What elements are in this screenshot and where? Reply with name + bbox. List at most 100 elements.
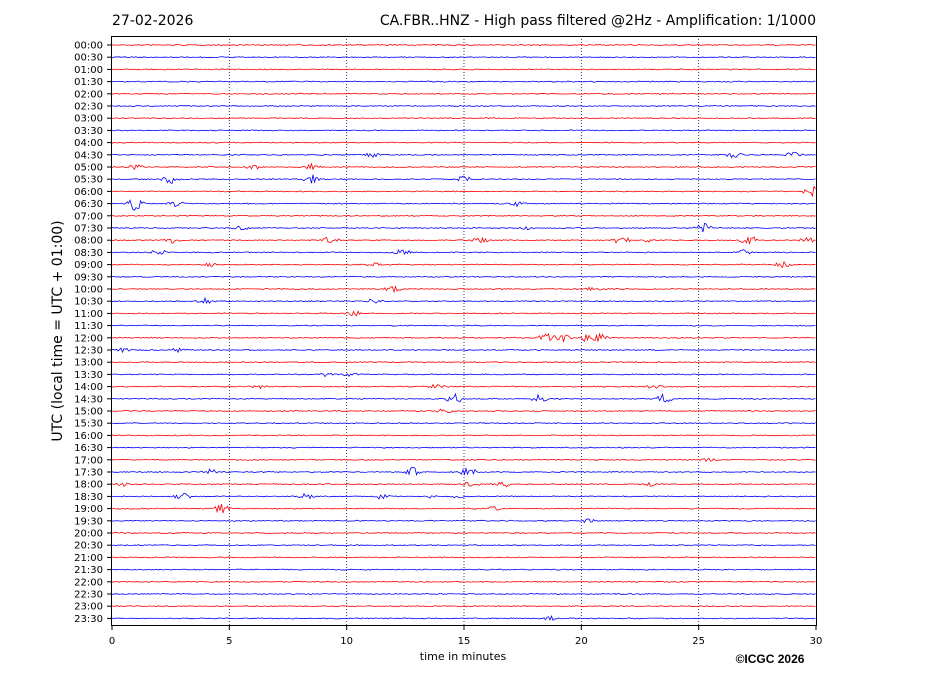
y-tick-label-2230: 22:30 bbox=[74, 590, 103, 601]
y-tick-label-0900: 09:00 bbox=[74, 260, 103, 271]
y-tick-label-2130: 21:30 bbox=[74, 565, 103, 576]
y-tick-label-0400: 04:00 bbox=[74, 138, 103, 149]
y-tick-label-0500: 05:00 bbox=[74, 163, 103, 174]
x-tick-label-5: 5 bbox=[226, 636, 232, 647]
trace-row-0700 bbox=[111, 214, 816, 217]
trace-row-0500 bbox=[111, 162, 816, 171]
trace-row-1400 bbox=[111, 383, 816, 390]
y-tick-label-0600: 06:00 bbox=[74, 187, 103, 198]
trace-row-0330 bbox=[111, 129, 816, 132]
trace-row-0130 bbox=[111, 80, 816, 83]
y-tick-label-0530: 05:30 bbox=[74, 175, 103, 186]
trace-row-2300 bbox=[111, 605, 816, 608]
trace-row-1530 bbox=[111, 422, 816, 425]
trace-row-0900 bbox=[111, 260, 816, 269]
trace-row-0530 bbox=[111, 174, 816, 185]
trace-row-1130 bbox=[111, 324, 816, 327]
trace-row-1630 bbox=[111, 446, 816, 449]
x-tick-label-25: 25 bbox=[692, 636, 705, 647]
y-tick-label-2200: 22:00 bbox=[74, 577, 103, 588]
trace-row-1100 bbox=[111, 310, 816, 317]
y-tick-label-2100: 21:00 bbox=[74, 553, 103, 564]
y-tick-label-1700: 17:00 bbox=[74, 455, 103, 466]
chart-title: CA.FBR..HNZ - High pass filtered @2Hz - … bbox=[380, 13, 816, 29]
y-tick-label-1530: 15:30 bbox=[74, 419, 103, 430]
y-tick-label-0630: 06:30 bbox=[74, 199, 103, 210]
trace-row-1830 bbox=[111, 492, 816, 500]
trace-row-1430 bbox=[111, 392, 816, 403]
plot-frame bbox=[111, 36, 817, 626]
y-tick-label-2330: 23:30 bbox=[74, 614, 103, 625]
copyright-credit: ©ICGC 2026 bbox=[736, 652, 805, 666]
trace-row-2030 bbox=[111, 544, 816, 547]
trace-row-1730 bbox=[111, 466, 816, 477]
trace-row-2200 bbox=[111, 580, 816, 583]
y-tick-label-0300: 03:00 bbox=[74, 114, 103, 125]
y-tick-label-0000: 00:00 bbox=[74, 41, 103, 52]
y-tick-label-0800: 08:00 bbox=[74, 236, 103, 247]
trace-row-2000 bbox=[111, 532, 816, 535]
y-tick-label-0700: 07:00 bbox=[74, 211, 103, 222]
trace-lines bbox=[111, 43, 816, 621]
trace-row-0200 bbox=[111, 92, 816, 95]
trace-row-0030 bbox=[111, 56, 816, 59]
y-tick-label-1230: 12:30 bbox=[74, 346, 103, 357]
trace-row-2330 bbox=[111, 615, 816, 621]
y-tick-label-0230: 02:30 bbox=[74, 102, 103, 113]
y-tick-label-1100: 11:00 bbox=[74, 309, 103, 320]
trace-row-0430 bbox=[111, 151, 816, 159]
trace-row-1030 bbox=[111, 296, 816, 305]
y-tick-label-1030: 10:30 bbox=[74, 297, 103, 308]
y-tick-label-1000: 10:00 bbox=[74, 285, 103, 296]
trace-row-1600 bbox=[111, 434, 816, 437]
x-tick-label-20: 20 bbox=[575, 636, 588, 647]
y-tick-label-0930: 09:30 bbox=[74, 272, 103, 283]
trace-row-0730 bbox=[111, 223, 816, 233]
y-tick-label-1800: 18:00 bbox=[74, 480, 103, 491]
trace-row-0600 bbox=[111, 185, 816, 198]
y-tick-label-0430: 04:30 bbox=[74, 150, 103, 161]
vertical-gridlines bbox=[228, 36, 700, 625]
trace-row-0400 bbox=[111, 141, 816, 144]
y-tick-label-1430: 14:30 bbox=[74, 394, 103, 405]
x-tick-label-15: 15 bbox=[458, 636, 471, 647]
x-tick-label-0: 0 bbox=[109, 636, 115, 647]
trace-row-0630 bbox=[111, 199, 816, 211]
trace-row-0100 bbox=[111, 68, 816, 71]
y-tick-label-2030: 20:30 bbox=[74, 541, 103, 552]
y-tick-label-1830: 18:30 bbox=[74, 492, 103, 503]
trace-row-1700 bbox=[111, 457, 816, 462]
y-tick-label-1300: 13:00 bbox=[74, 358, 103, 369]
x-tick-label-30: 30 bbox=[810, 636, 823, 647]
y-tick-label-0100: 01:00 bbox=[74, 65, 103, 76]
y-tick-label-1330: 13:30 bbox=[74, 370, 103, 381]
y-tick-label-1500: 15:00 bbox=[74, 407, 103, 418]
chart-date: 27-02-2026 bbox=[112, 13, 193, 29]
trace-row-0000 bbox=[111, 43, 816, 47]
y-axis-label: UTC (local time = UTC + 01:00) bbox=[50, 220, 66, 441]
y-tick-label-2300: 23:00 bbox=[74, 602, 103, 613]
trace-row-1330 bbox=[111, 372, 816, 378]
x-axis-ticks: 0 5 10 15 20 25 30 bbox=[109, 626, 823, 647]
y-tick-label-1630: 16:30 bbox=[74, 443, 103, 454]
trace-row-0830 bbox=[111, 249, 816, 256]
y-tick-label-1900: 19:00 bbox=[74, 504, 103, 515]
y-tick-label-1600: 16:00 bbox=[74, 431, 103, 442]
trace-row-1230 bbox=[111, 347, 816, 354]
trace-row-1900 bbox=[111, 503, 816, 514]
y-tick-label-0030: 00:30 bbox=[74, 53, 103, 64]
y-tick-label-0130: 01:30 bbox=[74, 77, 103, 88]
trace-row-1930 bbox=[111, 518, 816, 524]
trace-row-0230 bbox=[111, 104, 816, 107]
y-tick-label-1730: 17:30 bbox=[74, 468, 103, 479]
trace-row-1500 bbox=[111, 408, 816, 413]
y-tick-label-0200: 02:00 bbox=[74, 89, 103, 100]
y-tick-label-0730: 07:30 bbox=[74, 224, 103, 235]
trace-row-0930 bbox=[111, 275, 816, 278]
y-tick-label-1130: 11:30 bbox=[74, 321, 103, 332]
y-tick-label-1200: 12:00 bbox=[74, 333, 103, 344]
x-axis-label: time in minutes bbox=[420, 650, 507, 663]
x-tick-label-10: 10 bbox=[340, 636, 353, 647]
